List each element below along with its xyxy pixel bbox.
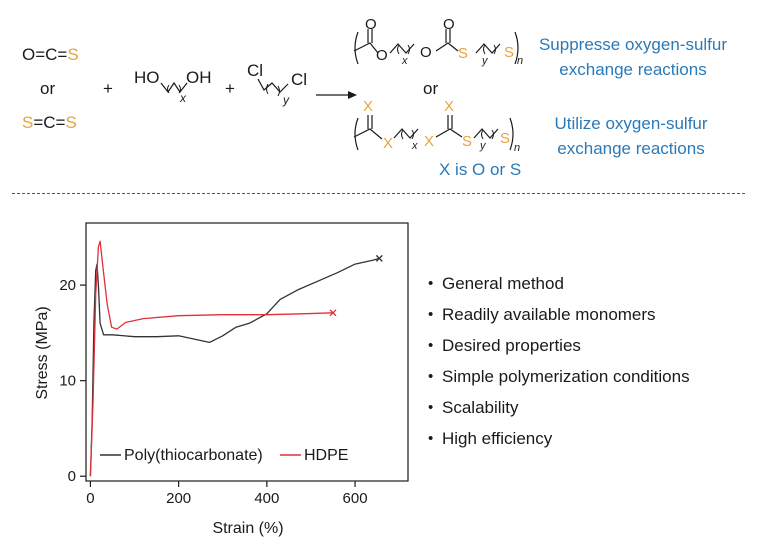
product2-sulfur-2: S xyxy=(500,130,511,147)
feature-label: High efficiency xyxy=(442,428,553,448)
x-axis-label: Strain (%) xyxy=(212,520,283,537)
dichloride-chain-bond xyxy=(257,78,289,97)
feature-item: • General method xyxy=(428,268,690,299)
x-tick-label: 600 xyxy=(343,490,368,507)
y-axis-label: Stress (MPa) xyxy=(34,306,51,399)
feature-item: • High efficiency xyxy=(428,423,690,454)
feature-label: Desired properties xyxy=(442,335,581,355)
y-tick-label: 0 xyxy=(68,468,76,485)
feature-item: • Desired properties xyxy=(428,330,690,361)
product2-subscript-x: x xyxy=(412,140,418,152)
bullet-icon: • xyxy=(428,368,434,385)
bullet-icon: • xyxy=(428,306,434,323)
series-end-marker-0 xyxy=(375,254,383,262)
product2-subscript-y: y xyxy=(480,140,486,152)
x-tick-label: 400 xyxy=(254,490,279,507)
series-line-1 xyxy=(89,240,334,477)
product1-backbone xyxy=(353,29,519,65)
bullet-icon: • xyxy=(428,399,434,416)
product2-x2: X xyxy=(383,135,394,152)
diol-oh-label: OH xyxy=(186,68,212,87)
legend-label-1: HDPE xyxy=(304,447,348,464)
product2-x1: X xyxy=(363,98,374,115)
plus-sign-1: + xyxy=(103,79,113,98)
series-end-marker-1 xyxy=(329,309,337,317)
diol-subscript-x: x xyxy=(180,91,186,105)
product1-subscript-x: x xyxy=(402,55,408,67)
or-left: or xyxy=(40,79,56,98)
dichloride-cl2-label: Cl xyxy=(291,70,308,89)
feature-item: • Scalability xyxy=(428,392,690,423)
diol-ho-label: HO xyxy=(134,68,160,87)
product1-subscript-n: n xyxy=(517,55,524,67)
bullet-icon: • xyxy=(428,275,434,292)
feature-label: Simple polymerization conditions xyxy=(442,366,690,386)
feature-list: • General method • Readily available monome… xyxy=(428,268,690,454)
plus-sign-2: + xyxy=(225,79,235,98)
series-line-0 xyxy=(89,257,380,477)
product1-carbonyl-o1: O xyxy=(365,16,377,33)
x-tick-label: 0 xyxy=(86,490,94,507)
product1-sulfur-1: S xyxy=(458,45,469,62)
feature-label: General method xyxy=(442,273,564,293)
product1-sulfur-2: S xyxy=(504,44,515,61)
dichloride-cl1-label: Cl xyxy=(247,61,264,80)
product1-ester-o3: O xyxy=(420,44,432,61)
product1-carbonyl-o4: O xyxy=(443,16,455,33)
legend-label-0: Poly(thiocarbonate) xyxy=(124,447,263,464)
reactant-carbonyl-sulfide: O=C=S xyxy=(22,45,79,64)
bullet-icon: • xyxy=(428,430,434,447)
product2-x4: X xyxy=(444,98,455,115)
feature-label: Readily available monomers xyxy=(442,304,656,324)
bullet-icon: • xyxy=(428,337,434,354)
feature-label: Scalability xyxy=(442,397,519,417)
reaction-arrow xyxy=(316,91,357,99)
product2-subscript-n: n xyxy=(514,142,521,154)
feature-item: • Readily available monomers xyxy=(428,299,690,330)
note-utilize-exchange: Utilize oxygen-sulfur exchange reactions xyxy=(554,114,708,158)
reactant-carbon-disulfide: S=C=S xyxy=(22,113,77,132)
y-tick-label: 10 xyxy=(59,373,76,390)
product2-x3: X xyxy=(424,133,435,150)
feature-item: • Simple polymerization conditions xyxy=(428,361,690,392)
note-suppress-exchange: Suppresse oxygen-sulfur exchange reactio… xyxy=(538,35,728,79)
product2-backbone xyxy=(353,115,514,151)
x-definition-note: X is O or S xyxy=(439,160,522,179)
y-tick-label: 20 xyxy=(59,277,76,294)
plot-frame xyxy=(85,222,409,482)
dashed-divider xyxy=(12,193,745,194)
stress-strain-chart: Strain (%) Stress (MPa) 0 200 400 600 0 10 20 P… xyxy=(34,222,409,537)
diol-chain-bond xyxy=(160,81,188,94)
dichloride-subscript-y: y xyxy=(283,93,289,107)
x-tick-label: 200 xyxy=(166,490,191,507)
product1-ester-o2: O xyxy=(376,47,388,64)
product1-subscript-y: y xyxy=(482,55,488,67)
or-middle: or xyxy=(423,79,439,98)
product2-sulfur-1: S xyxy=(462,133,473,150)
